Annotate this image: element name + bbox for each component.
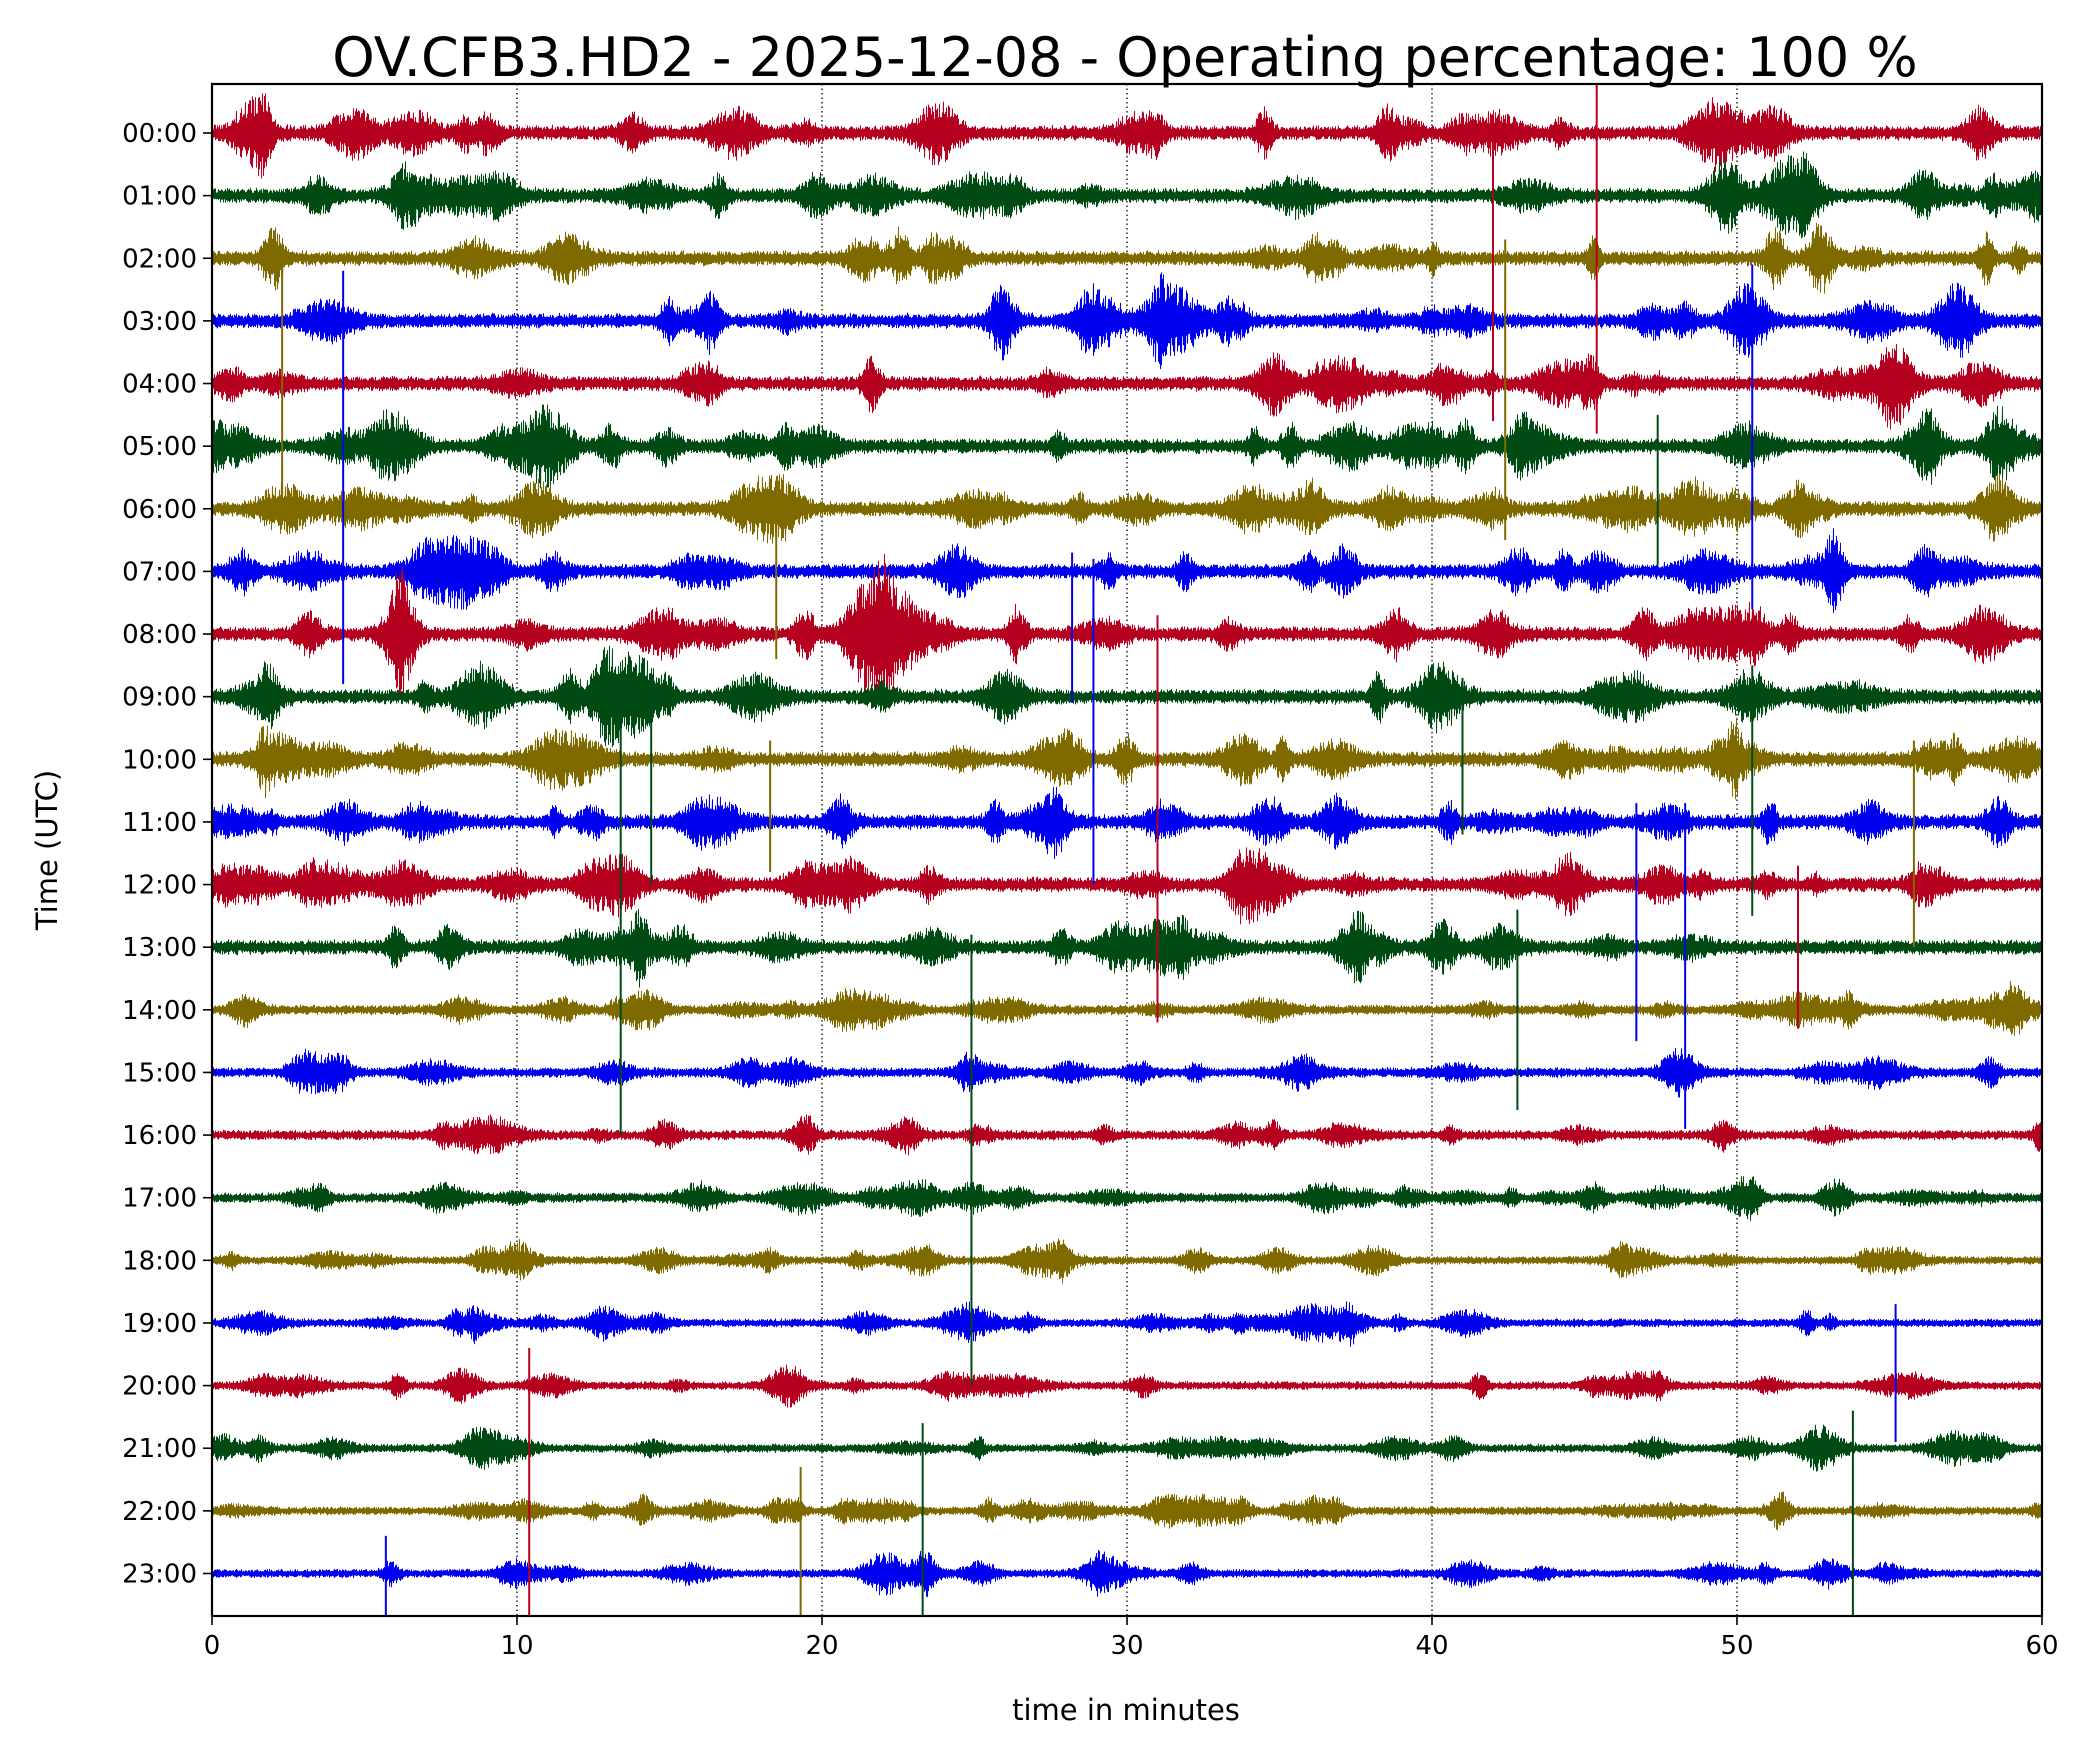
trace-group	[211, 85, 2042, 1615]
y-tick-label: 12:00	[122, 871, 197, 901]
trace-1000	[211, 717, 2042, 800]
trace-0400	[211, 343, 2042, 430]
y-tick-label: 01:00	[122, 182, 197, 212]
y-tick-label: 07:00	[122, 557, 197, 587]
trace-1600	[211, 1114, 2042, 1156]
chart-title: OV.CFB3.HD2 - 2025-12-08 - Operating per…	[332, 26, 1918, 89]
trace-0200	[211, 222, 2042, 294]
y-tick-label: 21:00	[122, 1434, 197, 1464]
plot-frame	[210, 82, 2044, 1618]
y-tick-label: 04:00	[122, 370, 197, 400]
y-tick-label: 05:00	[122, 432, 197, 462]
trace-0100	[211, 151, 2042, 239]
y-tick-label: 23:00	[122, 1559, 197, 1589]
trace-0900	[211, 645, 2042, 748]
x-tick-label: 20	[805, 1631, 838, 1661]
trace-0600	[211, 473, 2042, 544]
y-tick-label: 19:00	[122, 1309, 197, 1339]
y-tick-label: 22:00	[122, 1497, 197, 1527]
trace-0500	[211, 404, 2042, 489]
y-tick-label: 00:00	[122, 119, 197, 149]
y-tick-label: 06:00	[122, 495, 197, 525]
y-tick-label: 09:00	[122, 683, 197, 713]
x-tick-label: 10	[500, 1631, 533, 1661]
x-tick-label: 30	[1110, 1631, 1143, 1661]
trace-2300	[211, 1549, 2042, 1598]
trace-1500	[211, 1047, 2042, 1098]
trace-1700	[211, 1176, 2042, 1222]
y-tick-label: 02:00	[122, 244, 197, 274]
y-tick-label: 10:00	[122, 745, 197, 775]
trace-0000	[211, 93, 2042, 179]
trace-1300	[211, 909, 2042, 988]
trace-1400	[211, 980, 2042, 1036]
trace-1800	[211, 1238, 2042, 1284]
y-axis-label: Time (UTC)	[30, 770, 64, 931]
y-tick-label: 16:00	[122, 1121, 197, 1151]
y-tick-label: 11:00	[122, 808, 197, 838]
x-axis-label: time in minutes	[1012, 1693, 1240, 1727]
y-tick-label: 20:00	[122, 1372, 197, 1402]
grid-lines	[516, 84, 1738, 1616]
trace-0800	[211, 553, 2042, 711]
trace-2000	[211, 1364, 2042, 1408]
x-tick-label: 60	[2025, 1631, 2058, 1661]
trace-1200	[211, 847, 2042, 925]
trace-1900	[211, 1301, 2042, 1347]
x-tick-label: 0	[204, 1631, 221, 1661]
y-tick-label: 13:00	[122, 933, 197, 963]
trace-0300	[211, 272, 2042, 370]
tick-group: 0 10 20 30 40 50 60 00:00 01:00 02:00 03:00 04:00 05…	[122, 119, 2058, 1661]
y-tick-label: 14:00	[122, 996, 197, 1026]
trace-0700	[211, 528, 2042, 613]
x-tick-label: 40	[1415, 1631, 1448, 1661]
y-tick-label: 18:00	[122, 1246, 197, 1276]
y-tick-label: 08:00	[122, 620, 197, 650]
y-tick-label: 15:00	[122, 1058, 197, 1088]
trace-2100	[211, 1424, 2042, 1472]
y-tick-label: 03:00	[122, 307, 197, 337]
y-tick-label: 17:00	[122, 1184, 197, 1214]
x-tick-label: 50	[1720, 1631, 1753, 1661]
trace-2200	[211, 1491, 2042, 1531]
trace-1100	[211, 786, 2042, 860]
